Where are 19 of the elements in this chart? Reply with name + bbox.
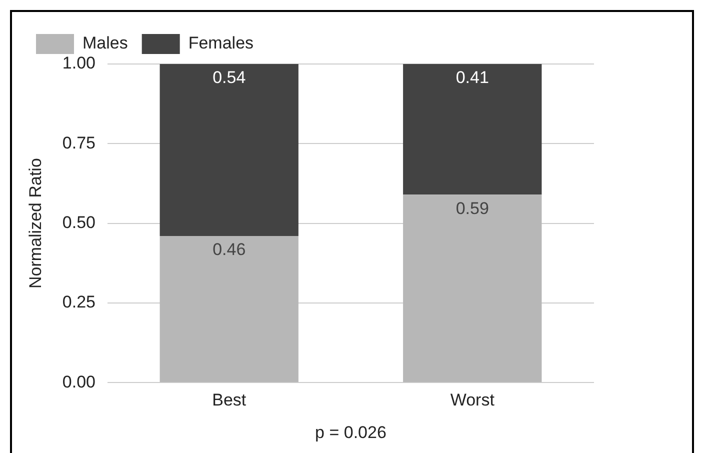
data-label: 0.41 (456, 68, 489, 88)
x-tick-label: Best (212, 390, 246, 410)
legend-label: Females (188, 34, 254, 53)
y-tick-label: 0.00 (62, 372, 96, 392)
y-tick-label: 1.00 (62, 54, 96, 73)
data-label: 0.46 (212, 240, 246, 260)
bar (403, 64, 542, 195)
bar (160, 236, 298, 382)
legend-label: Males (82, 34, 128, 53)
y-tick-label: 0.50 (62, 212, 96, 232)
y-tick-label: 0.25 (62, 292, 96, 312)
data-label: 0.59 (456, 198, 489, 218)
bar (403, 194, 542, 382)
text: p = 0.026 (315, 423, 386, 442)
bar (160, 64, 298, 236)
x-tick-label: Worst (450, 390, 495, 410)
y-tick-label: 0.75 (62, 133, 96, 152)
y-axis-title: Normalized Ratio (26, 158, 45, 288)
data-label: 0.54 (212, 68, 246, 88)
